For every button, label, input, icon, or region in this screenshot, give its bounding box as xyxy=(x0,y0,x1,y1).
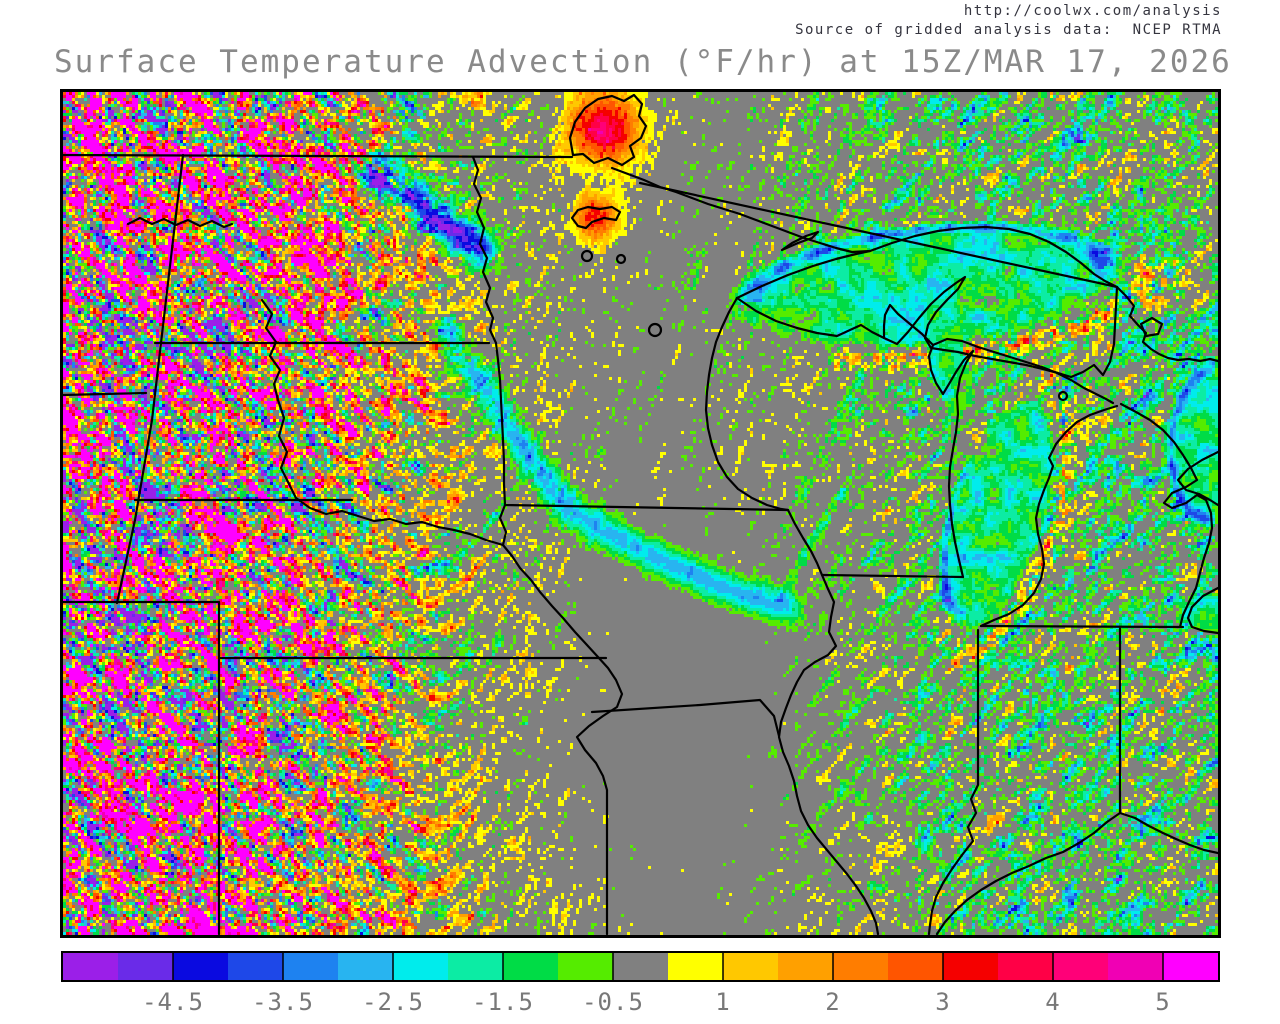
header-source-line: Source of gridded analysis data: NCEP RT… xyxy=(795,22,1222,38)
colorbar-tick xyxy=(172,953,174,980)
colorbar-segment xyxy=(448,953,503,980)
colorbar-segment xyxy=(613,953,668,980)
colorbar-segment xyxy=(1163,953,1218,980)
red-lake-outline xyxy=(570,205,622,230)
colorbar-tick xyxy=(282,953,284,980)
colorbar-segment xyxy=(998,953,1053,980)
colorbar-segment xyxy=(1053,953,1108,980)
colorbar-segment xyxy=(668,953,723,980)
header-url: http://coolwx.com/analysis xyxy=(963,3,1222,19)
colorbar-segment xyxy=(888,953,943,980)
colorbar-tick-label: -3.5 xyxy=(252,988,314,1016)
border-iowa-missouri xyxy=(590,698,781,738)
border-iowa-west-missouri-river xyxy=(498,503,624,935)
colorbar-segment xyxy=(118,953,173,980)
devils-lake-missouri-squiggle xyxy=(126,216,234,229)
lake-of-the-woods-outline xyxy=(568,93,648,167)
colorbar-segment xyxy=(943,953,998,980)
colorbar-segment xyxy=(228,953,283,980)
upper-peninsula-south-shore xyxy=(931,337,1115,405)
colorbar-segment xyxy=(338,953,393,980)
colorbar-tick xyxy=(1052,953,1054,980)
weather-map-frame xyxy=(60,89,1221,938)
michigan-lower-peninsula-west xyxy=(979,404,1119,628)
lake-superior-north-shore xyxy=(638,181,1119,300)
colorbar-tick-label: 2 xyxy=(825,988,841,1016)
border-wisconsin-illinois xyxy=(820,573,965,579)
colorbar-tick xyxy=(612,953,614,980)
beaver-island xyxy=(1057,390,1069,402)
border-minnesota-west xyxy=(471,155,790,512)
mississippi-river-border xyxy=(704,296,880,935)
colorbar-tick-label: 3 xyxy=(935,988,951,1016)
lake-michigan-west-green-bay xyxy=(882,303,975,579)
colorbar-segment xyxy=(393,953,448,980)
border-nd-sd-ne xyxy=(133,341,491,502)
leech-lake xyxy=(615,253,627,265)
colorbar-tick xyxy=(832,953,834,980)
colorbar-tick xyxy=(942,953,944,980)
colorbar-tick xyxy=(392,953,394,980)
colorbar-segments xyxy=(63,953,1218,980)
colorbar-segment xyxy=(283,953,338,980)
mille-lacs-lake xyxy=(647,322,663,338)
colorbar-tick-label: -0.5 xyxy=(582,988,644,1016)
colorbar-segment xyxy=(1108,953,1163,980)
colorbar-tick-label: -1.5 xyxy=(472,988,534,1016)
colorbar-tick xyxy=(502,953,504,980)
colorbar-segment xyxy=(503,953,558,980)
colorbar-tick-label: 5 xyxy=(1155,988,1171,1016)
colorbar-segment xyxy=(173,953,228,980)
st-marys-river xyxy=(1115,285,1218,363)
colorbar-segment xyxy=(63,953,118,980)
colorbar-tick xyxy=(1162,953,1164,980)
colorbar-tick-label: 4 xyxy=(1045,988,1061,1016)
michigan-lower-peninsula-east xyxy=(1119,402,1214,629)
colorbar xyxy=(61,951,1220,982)
lake-superior-south-shore xyxy=(735,275,1119,379)
border-indiana-ohio-rivers xyxy=(927,624,1218,935)
colorbar-tick-label: 1 xyxy=(715,988,731,1016)
lake-winnibigoshish xyxy=(580,249,594,263)
border-canada-49th-parallel xyxy=(63,153,872,254)
colorbar-segment xyxy=(833,953,888,980)
missouri-river-dakotas xyxy=(260,298,505,547)
colorbar-tick xyxy=(722,953,724,980)
state-borders-overlay xyxy=(63,93,1218,935)
colorbar-tick-label: -2.5 xyxy=(362,988,424,1016)
page-title: Surface Temperature Advection (°F/hr) at… xyxy=(54,44,1232,80)
colorbar-tick-label: -4.5 xyxy=(142,988,204,1016)
border-montana-wyoming-colorado-column xyxy=(63,153,608,935)
colorbar-segment xyxy=(558,953,613,980)
colorbar-segment xyxy=(778,953,833,980)
lake-erie-ontario-shorelines xyxy=(780,230,1218,635)
state-borders xyxy=(63,93,1218,935)
colorbar-tick-labels: -4.5 -3.5 -2.5 -1.5 -0.5 1 2 3 4 5 xyxy=(63,988,1218,1016)
colorbar-segment xyxy=(723,953,778,980)
